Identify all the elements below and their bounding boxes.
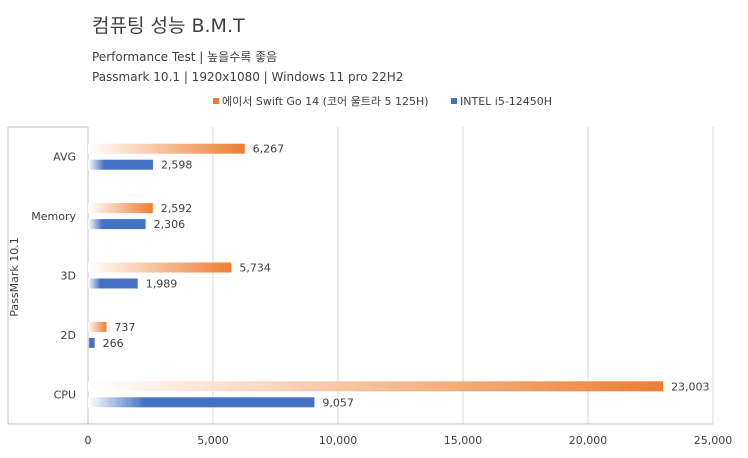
x-tick-label: 15,000: [444, 434, 483, 447]
bar-series-1: [88, 219, 146, 230]
data-label: 23,003: [671, 380, 710, 393]
data-label: 2,598: [161, 159, 193, 172]
x-tick-label: 5,000: [197, 434, 229, 447]
category-label: 2D: [61, 329, 76, 342]
legend-swatch-series-1: [451, 98, 457, 104]
category-label: Memory: [31, 210, 76, 223]
bar-series-0: [88, 203, 153, 214]
category-label: AVG: [53, 151, 76, 164]
bar-series-0: [88, 262, 232, 273]
bar-series-0: [88, 381, 664, 392]
bar-series-0: [88, 143, 245, 154]
bar-series-1: [88, 397, 315, 408]
bar-series-1: [88, 159, 153, 170]
x-tick-label: 10,000: [319, 434, 358, 447]
x-tick-label: 0: [85, 434, 92, 447]
category-label: CPU: [54, 388, 76, 401]
legend-swatch-series-0: [213, 98, 219, 104]
chart-subtitle-2: Passmark 10.1 | 1920x1080 | Windows 11 p…: [92, 70, 403, 84]
plot-area: 0 5,000 10,000 15,000 20,000 25,000 AVG 6,267 2,…: [7, 126, 733, 447]
y-axis-title: PassMark 10.1: [8, 237, 21, 316]
legend-label-series-0: 에이서 Swift Go 14 (코어 울트라 5 125H): [222, 95, 429, 108]
bar-series-0: [88, 321, 107, 332]
bar-series-1: [88, 278, 138, 289]
data-label: 266: [103, 337, 124, 350]
data-label: 5,734: [239, 262, 271, 275]
bar-series-1: [88, 337, 95, 348]
chart-title: 컴퓨팅 성능 B.M.T: [92, 15, 245, 37]
category-label: 3D: [61, 270, 76, 283]
legend-label-series-1: INTEL i5-12450H: [460, 95, 552, 108]
data-label: 6,267: [253, 143, 284, 156]
data-label: 2,592: [161, 202, 193, 215]
data-label: 9,057: [322, 396, 354, 409]
data-label: 737: [114, 321, 135, 334]
chart-subtitle-1: Performance Test | 높을수록 좋음: [92, 50, 277, 64]
legend: 에이서 Swift Go 14 (코어 울트라 5 125H) INTEL i5…: [213, 95, 552, 108]
x-tick-label: 25,000: [694, 434, 733, 447]
data-label: 2,306: [154, 218, 186, 231]
data-label: 1,989: [146, 278, 178, 291]
x-tick-label: 20,000: [569, 434, 608, 447]
